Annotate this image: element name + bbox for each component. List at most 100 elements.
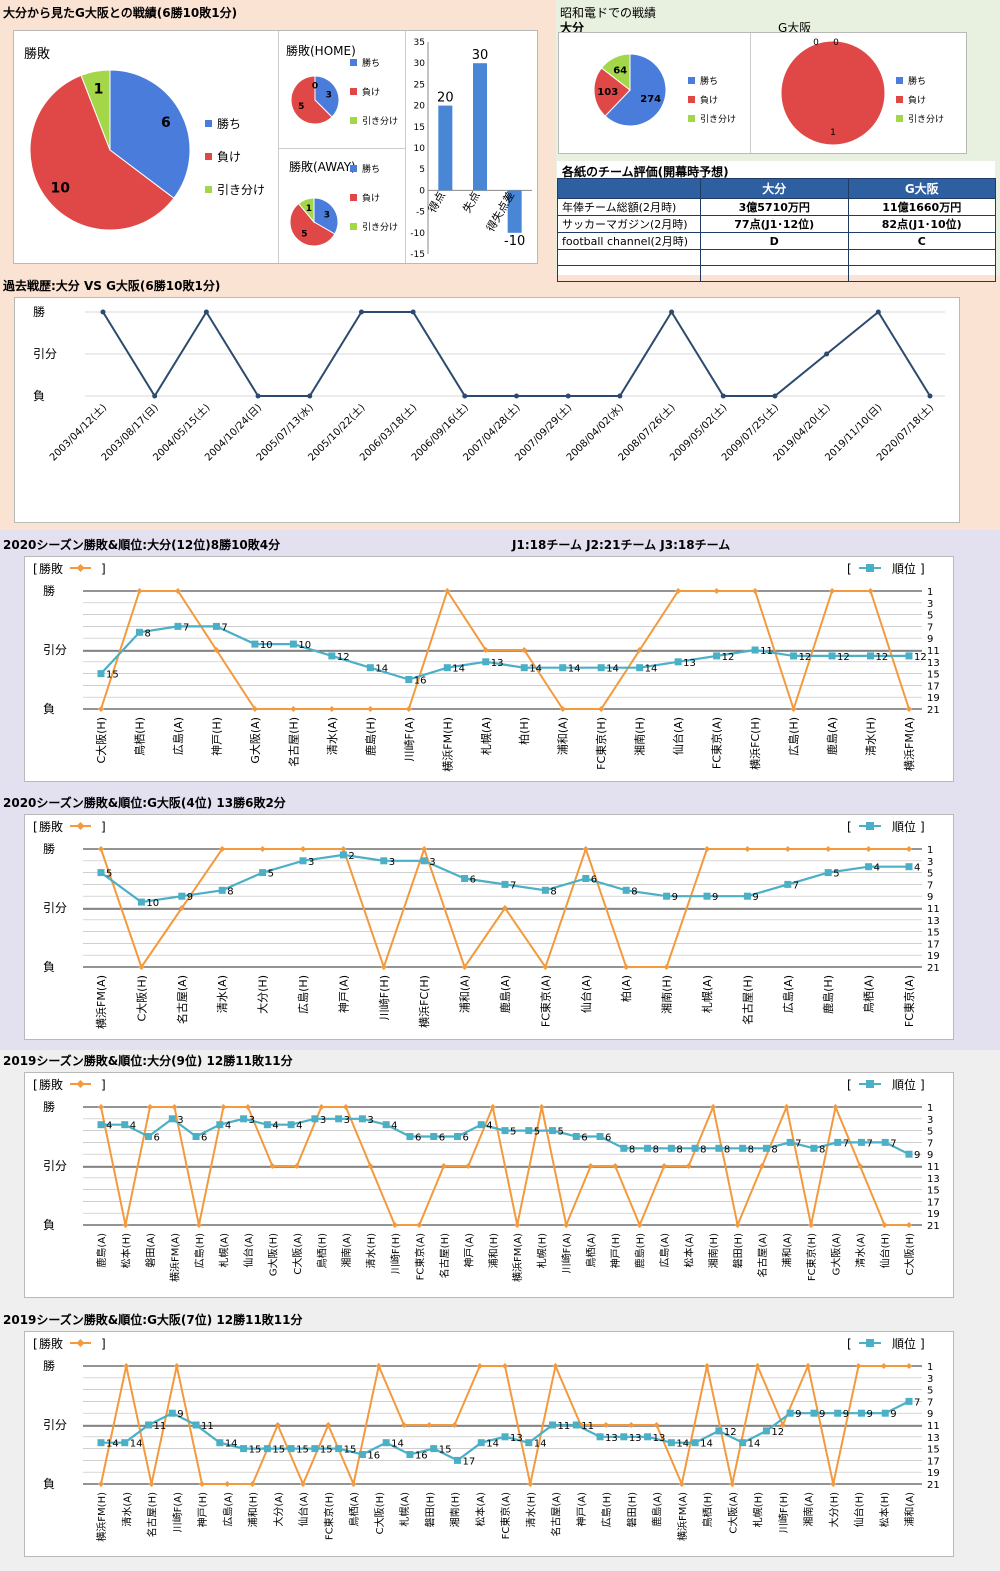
x-tick-label: 柏(A) <box>619 975 633 1002</box>
rank-tick-label: 5 <box>927 611 933 622</box>
x-tick-label: 鳥栖(H) <box>315 1233 328 1268</box>
x-tick-label: C大阪(A) <box>291 1233 304 1275</box>
rank-value-label: 15 <box>272 1445 285 1456</box>
rank-point <box>406 1451 414 1458</box>
eval-title: 各紙のチーム評価(開幕時予想) <box>562 165 729 179</box>
legend-bracket: ] <box>920 562 925 576</box>
result-point <box>426 1422 433 1428</box>
y-tick-label: 引分 <box>43 901 67 915</box>
rank-value-label: 6 <box>470 875 476 886</box>
pie-value-label: 274 <box>640 94 661 105</box>
rank-value-label: 6 <box>605 1133 611 1144</box>
rank-value-label: 13 <box>605 1433 618 1444</box>
rank-point <box>212 622 220 630</box>
rank-value-label: 8 <box>227 886 233 897</box>
eval-cell: 3億5710万円 <box>700 198 849 216</box>
x-tick-label: 松本(H) <box>119 1233 132 1268</box>
x-tick-label: 横浜FM(H) <box>440 717 454 772</box>
x-tick-label: 鳥栖(A) <box>862 975 876 1013</box>
rank-point <box>311 1115 319 1123</box>
rank-point <box>790 652 798 660</box>
rank-point <box>857 1138 865 1146</box>
rank-tick-label: 13 <box>927 1174 940 1185</box>
rank-tick-label: 3 <box>927 1115 933 1126</box>
eval-row: football channel(2月時) D C <box>557 232 996 250</box>
result-point <box>98 846 104 852</box>
legend-label: 順位 <box>892 819 916 834</box>
y-tick-label: 勝 <box>33 304 45 319</box>
rank-value-label: 14 <box>606 664 619 675</box>
data-point <box>824 351 830 357</box>
y-tick-label: 0 <box>419 186 425 196</box>
rank-value-label: 10 <box>260 640 273 651</box>
x-tick-label: 鹿島(H) <box>821 975 835 1014</box>
pie-slice <box>80 69 111 151</box>
x-tick-label: 2003/04/12(土) <box>47 401 110 464</box>
rank-point <box>358 1115 366 1123</box>
data-point <box>565 393 571 399</box>
rank-tick-label: 9 <box>927 1409 933 1420</box>
x-tick-label: 鳥栖(H) <box>132 717 146 756</box>
x-tick-label: 広島(A) <box>171 717 185 755</box>
eval-cell <box>700 249 849 266</box>
x-tick-label: 川崎F(A) <box>171 1492 184 1532</box>
x-tick-label: G大阪(H) <box>266 1233 279 1276</box>
rank-tick-label: 5 <box>927 1386 933 1397</box>
rank-point <box>405 676 413 683</box>
rank-point <box>192 1421 200 1429</box>
rank-point <box>620 1144 628 1152</box>
x-tick-label: 湘南(A) <box>802 1492 815 1527</box>
pie-value-label: 0 <box>312 81 318 91</box>
x-tick-label: 磐田(H) <box>625 1492 638 1527</box>
rank-value-label: 6 <box>154 1133 160 1144</box>
legend-entry: 引き分け <box>896 112 944 125</box>
rank-value-label: 6 <box>201 1133 207 1144</box>
result-point <box>98 1104 104 1110</box>
rank-point <box>168 1115 176 1123</box>
rank-tick-label: 5 <box>927 869 933 880</box>
pie-value-label: 5 <box>301 230 307 240</box>
rank-value-label: 11 <box>581 1421 594 1432</box>
rank-tick-label: 13 <box>927 916 940 927</box>
rank-tick-label: 21 <box>927 705 940 716</box>
x-tick-label: 広島(A) <box>658 1233 671 1268</box>
rank-point <box>287 1445 295 1453</box>
eval-cell <box>847 265 996 282</box>
rank-point <box>137 898 145 906</box>
rank-point <box>339 851 347 859</box>
pie-value-label: 6 <box>161 115 171 131</box>
rank-line <box>100 853 909 904</box>
rank-value-label: 6 <box>415 1133 421 1144</box>
result-point <box>587 1163 594 1169</box>
result-point <box>881 1222 888 1228</box>
x-tick-label: 清水(A) <box>216 975 229 1013</box>
rank-value-label: 3 <box>389 857 395 868</box>
eval-cell: C <box>847 232 996 250</box>
result-point <box>213 647 220 653</box>
rank-value-label: 4 <box>106 1121 112 1132</box>
rank-point <box>715 1427 723 1435</box>
result-point <box>542 964 549 970</box>
rank-point <box>501 1127 509 1135</box>
x-tick-label: 大分(A) <box>272 1492 285 1527</box>
x-tick-label: 神戸(A) <box>336 975 350 1013</box>
y-tick-label: 勝 <box>43 841 55 856</box>
rank-value-label: 9 <box>866 1409 872 1420</box>
rank-value-label: 15 <box>106 670 119 681</box>
rank-point <box>477 1121 485 1129</box>
x-tick-label: 湘南(H) <box>633 717 647 756</box>
rank-point <box>216 1121 224 1129</box>
rank-tick-label: 3 <box>927 857 933 868</box>
rank-point <box>251 640 259 648</box>
x-tick-label: 清水(A) <box>326 717 339 755</box>
showa-title: 昭和電ドでの戦績 <box>560 6 657 20</box>
rank-point <box>443 664 451 672</box>
rank-point <box>541 886 549 894</box>
x-tick-label: FC東京(A) <box>710 717 724 769</box>
legend-entry: 引き分け <box>688 112 736 125</box>
rank-value-label: 11 <box>154 1421 167 1432</box>
result-point <box>704 1363 710 1369</box>
h2h-box <box>14 297 960 523</box>
rank-value-label: 14 <box>130 1439 143 1450</box>
